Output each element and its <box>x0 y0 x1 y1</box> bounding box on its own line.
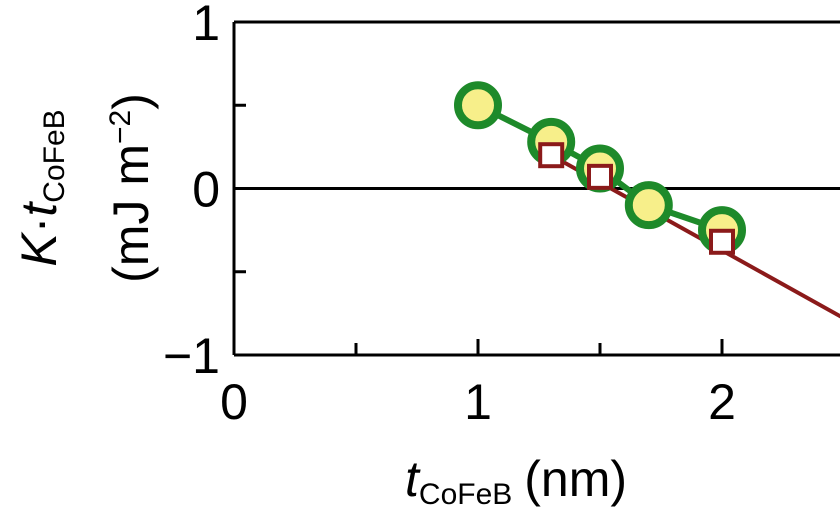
y-axis-unit-post: ) <box>103 93 159 110</box>
series-1-point <box>624 181 673 230</box>
series-2-point <box>709 228 735 255</box>
y-axis-dot: · <box>11 217 67 234</box>
series-2-point <box>538 142 565 169</box>
y-axis-sub: CoFeB <box>38 109 71 202</box>
y-axis-var1: K <box>11 231 67 267</box>
x-axis-sub: CoFeB <box>419 478 512 508</box>
y-axis-label-line2: (mJ m−2) <box>103 93 159 283</box>
y-axis-label: K·tCoFeB (mJ m−2) <box>11 93 159 283</box>
y-tick-label: 0 <box>192 162 220 218</box>
x-tick-label: 2 <box>708 374 736 430</box>
x-ticks: 0 1 2 <box>220 339 736 430</box>
y-axis-label-line1: K·tCoFeB <box>11 109 71 266</box>
y-axis-unit-pre: (mJ m <box>103 144 159 283</box>
y-axis-var2: t <box>11 201 67 217</box>
series-markers <box>454 81 746 255</box>
series-2-point <box>587 163 613 190</box>
y-axis-unit-sup: −2 <box>104 110 137 144</box>
y-ticks: −1 0 1 <box>163 0 250 384</box>
x-axis-var: t <box>405 451 421 507</box>
y-tick-label: 1 <box>192 0 220 51</box>
y-tick-label: −1 <box>163 328 220 384</box>
x-tick-label: 1 <box>464 374 492 430</box>
x-tick-label: 0 <box>220 374 248 430</box>
x-axis-unit: (nm) <box>524 451 627 507</box>
series-1-point <box>454 81 502 130</box>
x-axis-label: tCoFeB (nm) <box>405 451 627 508</box>
